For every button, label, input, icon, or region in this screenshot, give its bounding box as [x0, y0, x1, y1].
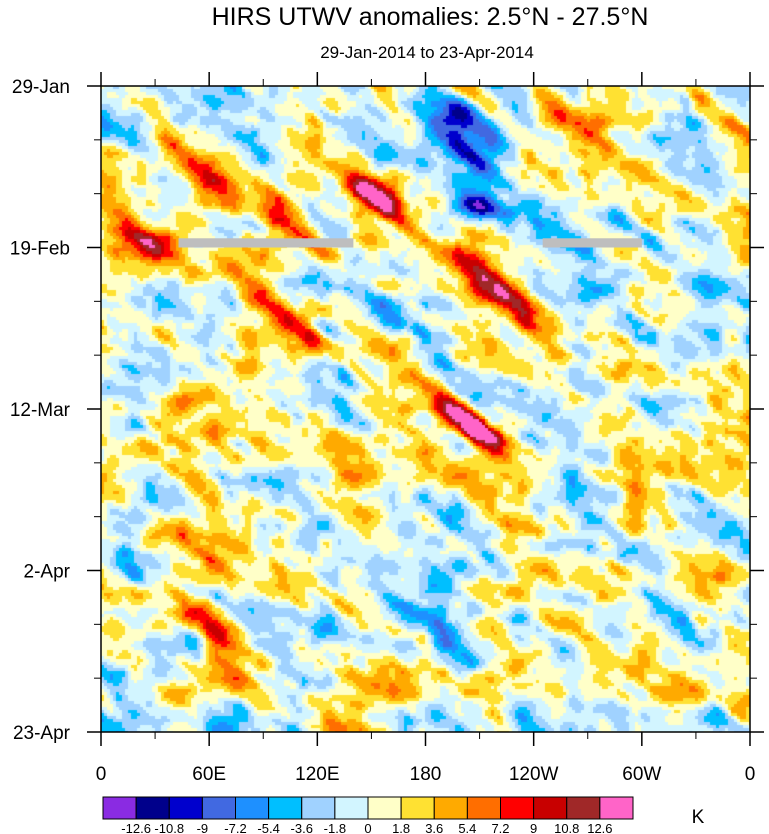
colorbar-swatch: [334, 796, 369, 820]
colorbar-level-label: -10.8: [154, 821, 184, 834]
chart-subtitle: 29-Jan-2014 to 23-Apr-2014: [320, 43, 534, 62]
colorbar-swatch: [135, 796, 170, 820]
x-axis-tick-labels: 0 60E 120E 180 120W 60W 0: [96, 764, 756, 785]
colorbar-swatch: [102, 796, 137, 820]
colorbar-level-label: 10.8: [554, 821, 579, 834]
colorbar-swatch: [168, 796, 203, 820]
x-tick-label: 60W: [622, 764, 661, 785]
x-tick-label: 0: [96, 764, 107, 785]
chart-title: HIRS UTWV anomalies: 2.5°N - 27.5°N: [212, 3, 649, 31]
anomaly-field: [101, 86, 750, 732]
colorbar-level-label: 0: [364, 821, 371, 834]
colorbar-swatch: [201, 796, 236, 820]
colorbar-level-label: 1.8: [392, 821, 410, 834]
colorbar: -12.6 -10.8 -9 -7.2 -5.4 -3.6 -1.8 0 1.8 3.6 5.4 7.…: [102, 796, 634, 834]
y-axis-tick-labels: 29-Jan 19-Feb 12-Mar 2-Apr 23-Apr: [10, 77, 71, 744]
y-tick-label: 19-Feb: [10, 239, 70, 260]
colorbar-unit-label: K: [692, 807, 705, 828]
x-tick-label: 180: [410, 764, 442, 785]
colorbar-swatch: [566, 796, 601, 820]
x-tick-label: 120E: [295, 764, 339, 785]
y-tick-label: 12-Mar: [10, 400, 71, 421]
colorbar-level-label: -12.6: [121, 821, 151, 834]
plot-area: [100, 85, 751, 733]
colorbar-level-label: 12.6: [587, 821, 612, 834]
colorbar-swatch: [466, 796, 501, 820]
colorbar-level-label: 3.6: [425, 821, 443, 834]
colorbar-level-label: -7.2: [224, 821, 246, 834]
colorbar-swatch: [301, 796, 336, 820]
colorbar-level-label: 9: [530, 821, 537, 834]
colorbar-swatch: [400, 796, 435, 820]
missing-data-band: [178, 238, 354, 248]
colorbar-level-label: -1.8: [324, 821, 346, 834]
colorbar-swatch: [599, 796, 634, 820]
x-tick-label: 60E: [192, 764, 226, 785]
colorbar-swatch: [500, 796, 535, 820]
y-tick-label: 29-Jan: [12, 77, 70, 98]
missing-data-band: [542, 238, 642, 248]
colorbar-level-label: -5.4: [257, 821, 279, 834]
colorbar-level-label: -9: [197, 821, 209, 834]
colorbar-swatch: [235, 796, 270, 820]
colorbar-swatch: [268, 796, 303, 820]
colorbar-level-label: 5.4: [458, 821, 476, 834]
colorbar-level-label: 7.2: [491, 821, 509, 834]
colorbar-swatch: [433, 796, 468, 820]
y-tick-label: 23-Apr: [13, 723, 71, 744]
colorbar-swatch: [367, 796, 402, 820]
colorbar-level-label: -3.6: [291, 821, 313, 834]
x-tick-label: 120W: [509, 764, 559, 785]
axis-ticks: [87, 72, 764, 746]
missing-data-layer: [178, 238, 642, 248]
colorbar-swatch: [533, 796, 568, 820]
y-tick-label: 2-Apr: [24, 562, 71, 583]
x-tick-label: 0: [745, 764, 756, 785]
